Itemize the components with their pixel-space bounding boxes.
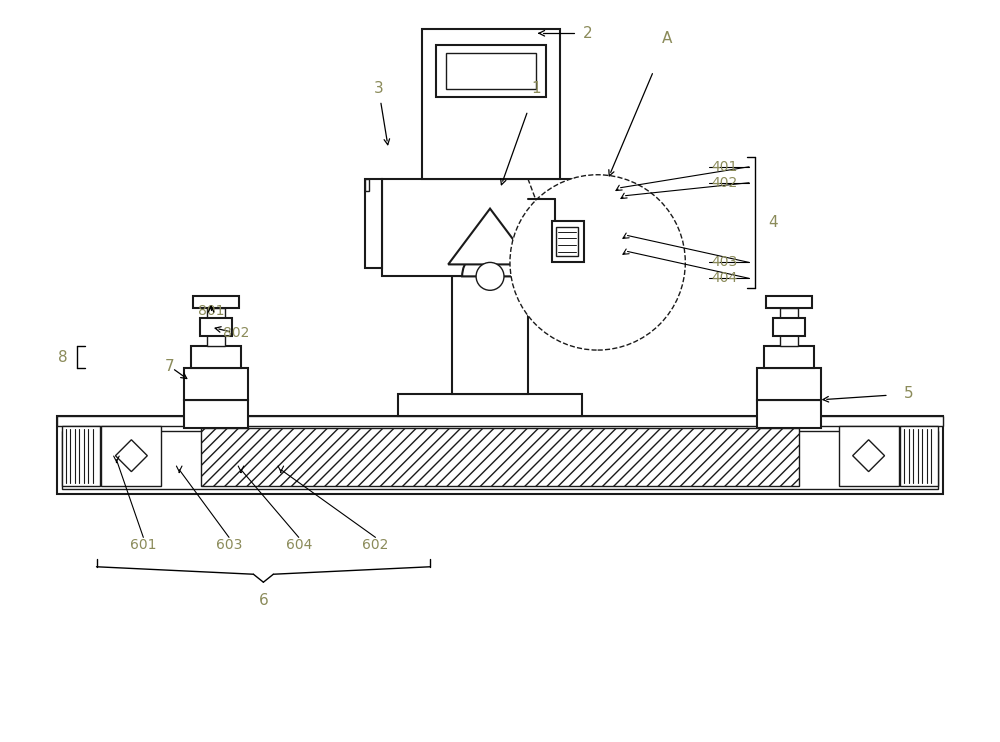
- Bar: [101, 426, 161, 485]
- Text: 602: 602: [362, 539, 389, 552]
- Bar: [436, 45, 546, 97]
- Bar: [382, 179, 600, 276]
- Bar: [57, 416, 943, 493]
- Text: 5: 5: [904, 387, 913, 401]
- Wedge shape: [462, 249, 518, 276]
- Text: 603: 603: [216, 539, 242, 552]
- Bar: [422, 29, 560, 179]
- Bar: [200, 318, 232, 336]
- Bar: [757, 368, 821, 400]
- Bar: [365, 179, 369, 191]
- Bar: [201, 428, 799, 485]
- Bar: [365, 179, 382, 269]
- Text: 802: 802: [223, 326, 249, 340]
- Bar: [773, 318, 805, 336]
- Text: A: A: [662, 30, 673, 46]
- Bar: [207, 308, 225, 346]
- Text: 4: 4: [768, 215, 778, 230]
- Text: 6: 6: [259, 593, 268, 608]
- Bar: [184, 400, 248, 428]
- Bar: [398, 394, 582, 416]
- Text: 404: 404: [711, 272, 737, 286]
- Text: 401: 401: [711, 160, 738, 174]
- Bar: [446, 53, 536, 89]
- Text: 3: 3: [374, 81, 383, 96]
- Bar: [764, 346, 814, 368]
- Text: 2: 2: [583, 26, 592, 41]
- Text: 604: 604: [286, 539, 312, 552]
- Bar: [900, 426, 938, 485]
- Text: 1: 1: [531, 81, 541, 96]
- Polygon shape: [115, 440, 147, 472]
- Bar: [452, 276, 528, 394]
- Bar: [780, 308, 798, 346]
- Bar: [757, 400, 821, 428]
- Text: 7: 7: [164, 358, 174, 373]
- Bar: [766, 296, 812, 308]
- Bar: [57, 416, 943, 426]
- Circle shape: [510, 174, 685, 350]
- Circle shape: [476, 263, 504, 290]
- Text: 403: 403: [711, 255, 737, 269]
- Text: 601: 601: [130, 539, 157, 552]
- Bar: [62, 431, 938, 488]
- Text: 8: 8: [58, 349, 67, 364]
- Bar: [191, 346, 241, 368]
- Polygon shape: [853, 440, 885, 472]
- Text: 801: 801: [198, 304, 224, 318]
- Text: 402: 402: [711, 176, 737, 190]
- Bar: [552, 220, 584, 263]
- Bar: [62, 426, 100, 485]
- Bar: [839, 426, 899, 485]
- Bar: [184, 368, 248, 400]
- Bar: [193, 296, 239, 308]
- Bar: [556, 226, 578, 257]
- Polygon shape: [448, 209, 532, 264]
